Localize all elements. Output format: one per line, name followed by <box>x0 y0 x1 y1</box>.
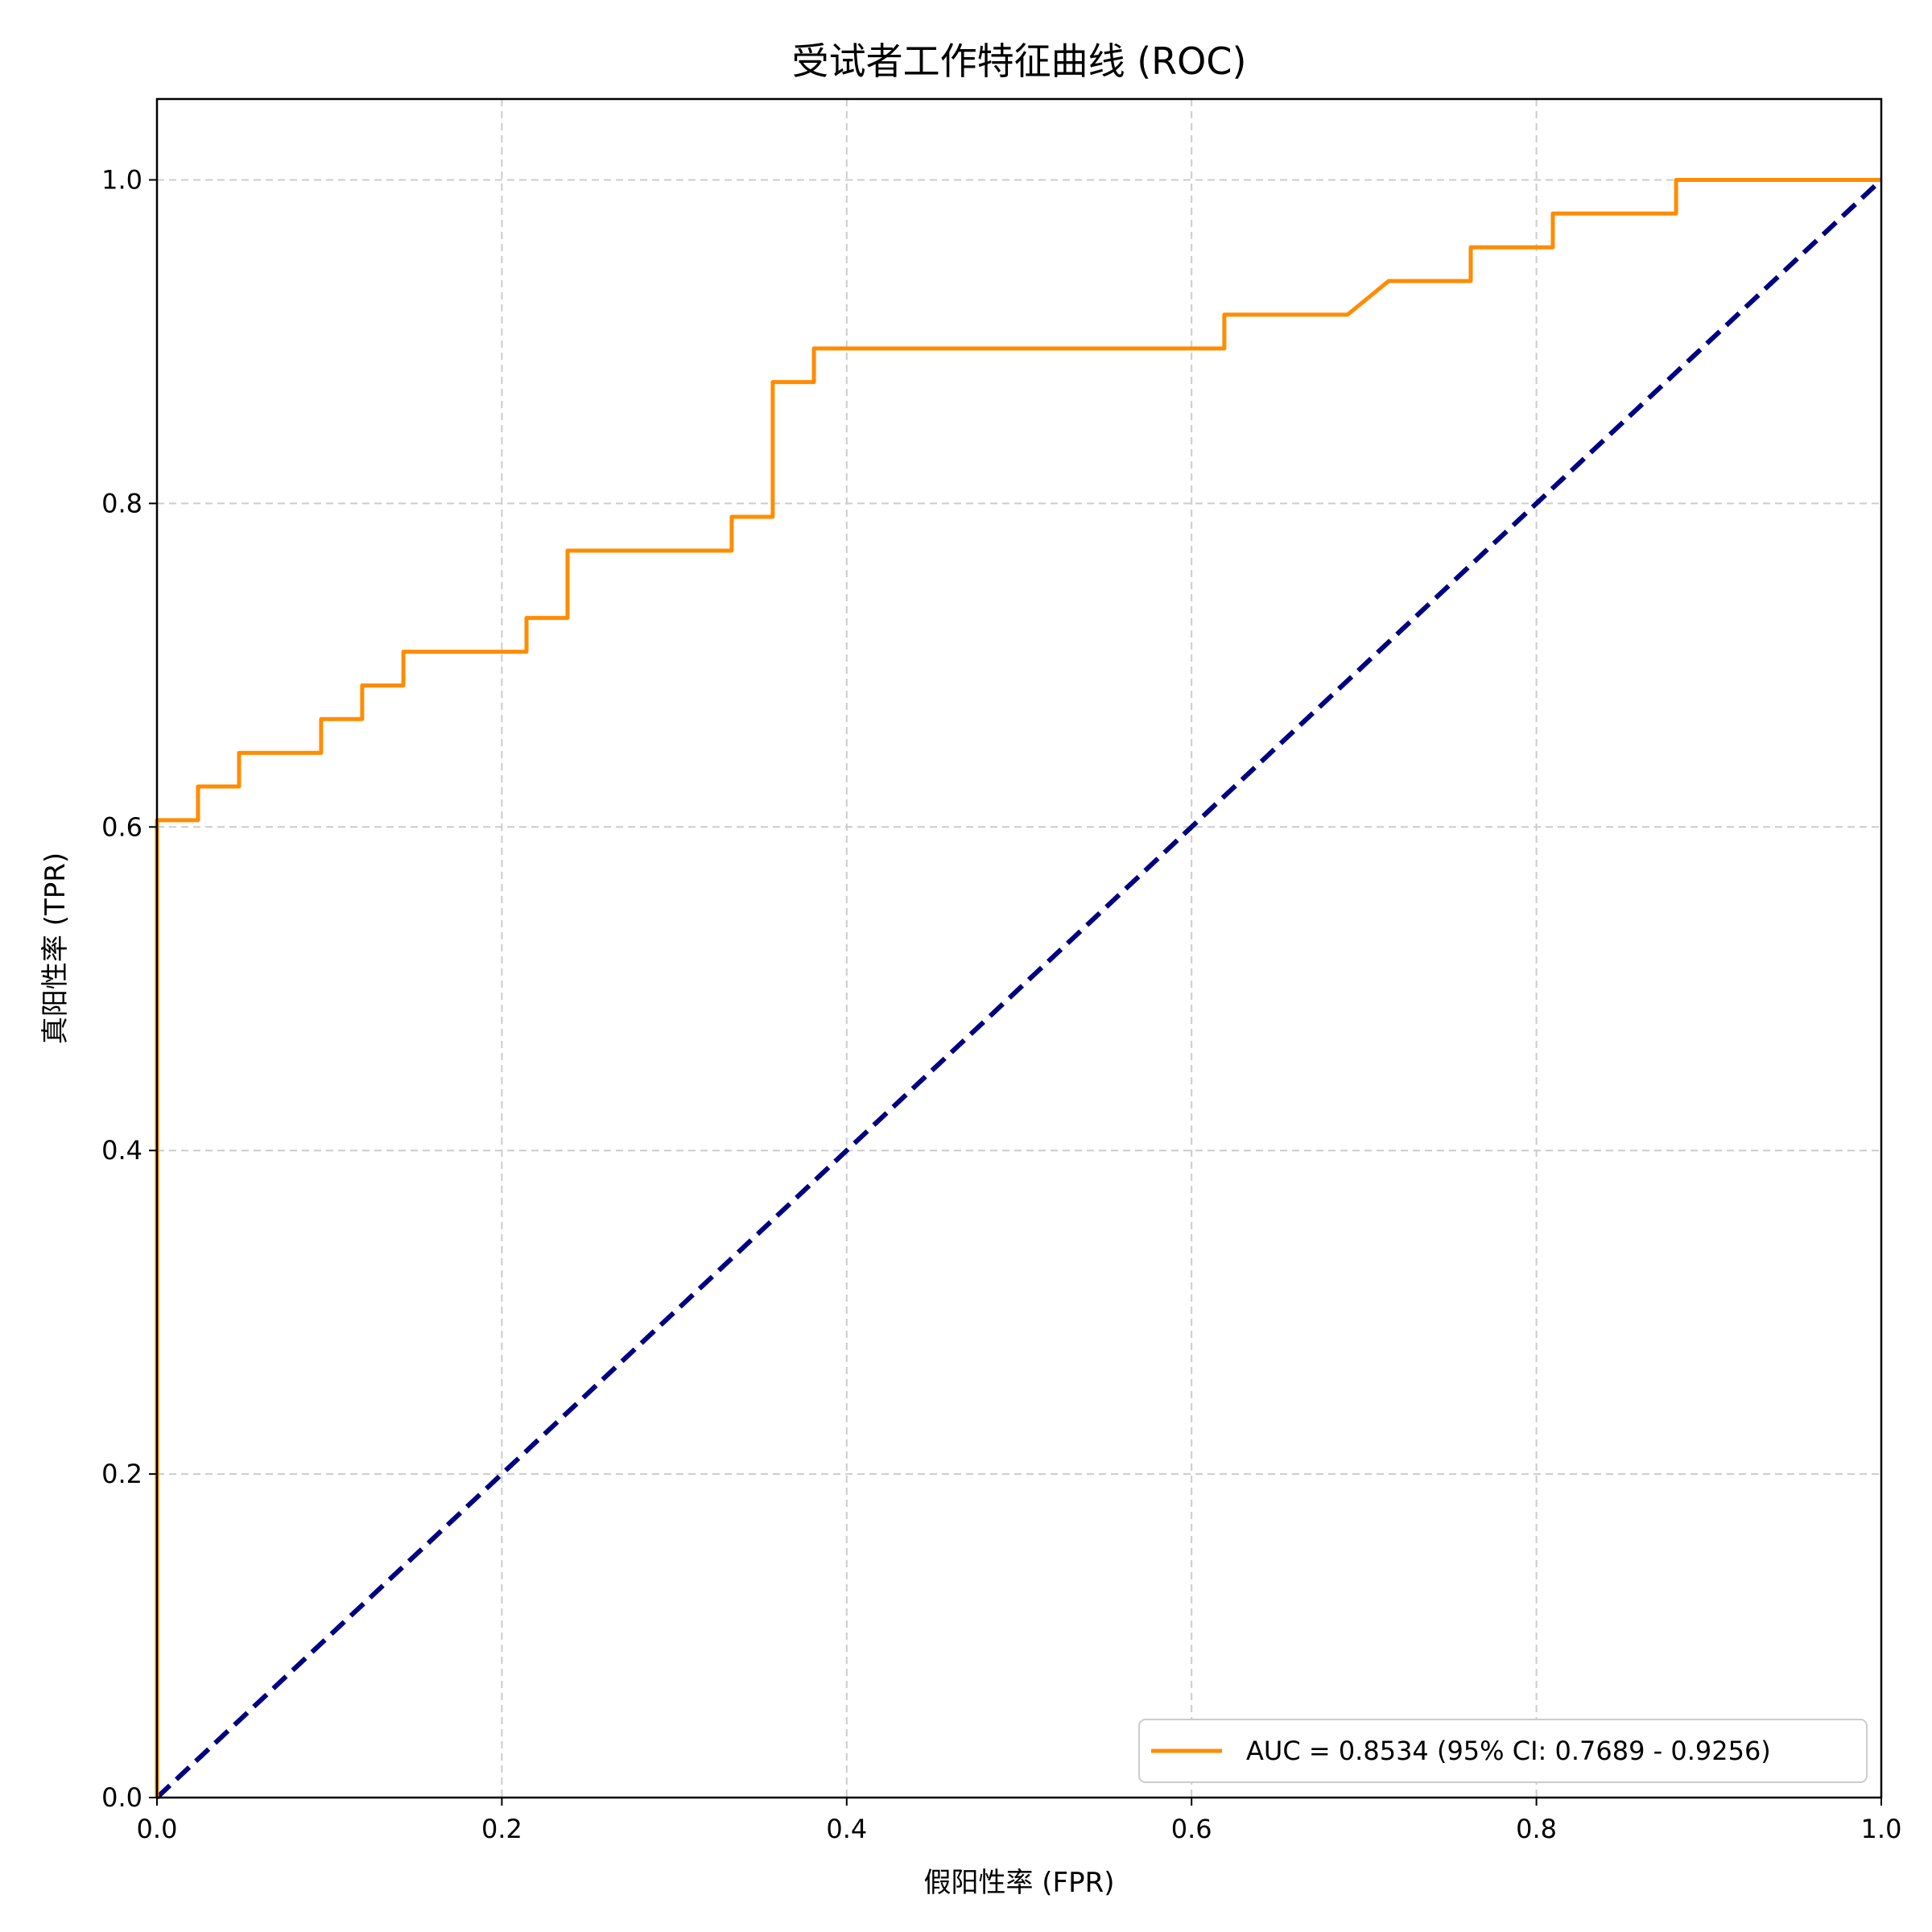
y-axis: 0.0 0.2 0.4 0.6 0.8 1.0 <box>101 164 157 1813</box>
chance-diagonal-line <box>155 178 1884 1800</box>
x-tick-label: 0.6 <box>1171 1814 1212 1844</box>
plot-frame <box>155 97 1883 1799</box>
x-tick-label: 0.0 <box>137 1814 178 1844</box>
x-axis-label: 假阳性率 (FPR) <box>923 1867 1114 1899</box>
y-tick-label: 0.8 <box>101 488 142 518</box>
x-axis: 0.0 0.2 0.4 0.6 0.8 1.0 <box>137 1798 1902 1844</box>
roc-curve-line <box>155 177 1881 1798</box>
y-tick-label: 0.2 <box>101 1459 142 1489</box>
y-axis-label: 真阳性率 (TPR) <box>39 852 72 1044</box>
x-tick-label: 0.2 <box>481 1814 522 1844</box>
x-tick-label: 0.8 <box>1516 1814 1557 1844</box>
series-layer <box>155 177 1884 1800</box>
x-tick-label: 0.4 <box>826 1814 867 1844</box>
y-tick-label: 0.6 <box>101 811 142 842</box>
x-tick-label: 1.0 <box>1861 1814 1902 1844</box>
legend-label-roc: AUC = 0.8534 (95% CI: 0.7689 - 0.9256) <box>1246 1736 1771 1766</box>
legend-box <box>1138 1719 1868 1783</box>
chart-title: 受试者工作特征曲线 (ROC) <box>792 39 1247 83</box>
y-tick-label: 0.0 <box>101 1782 142 1813</box>
y-tick-label: 1.0 <box>101 164 142 195</box>
y-tick-label: 0.4 <box>101 1135 142 1166</box>
legend: AUC = 0.8534 (95% CI: 0.7689 - 0.9256) <box>1138 1719 1868 1783</box>
